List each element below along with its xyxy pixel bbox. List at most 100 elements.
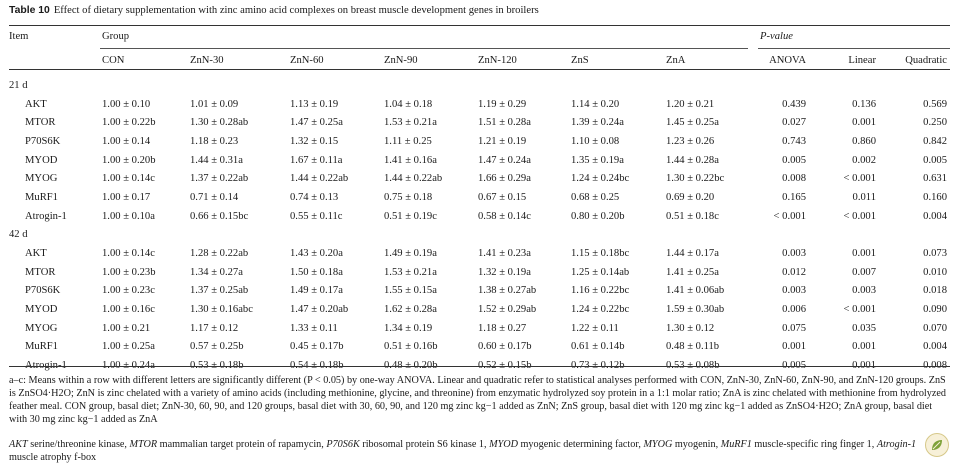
group-value: 1.00 ± 0.17 [102,192,151,204]
gene-name: MYOG [25,173,58,185]
group-value: 0.69 ± 0.20 [666,192,715,204]
group-value: 1.10 ± 0.08 [571,136,620,147]
p-value: 0.018 [923,285,947,297]
p-value: 0.160 [923,192,947,204]
group-value: 1.59 ± 0.30ab [666,304,725,316]
group-value: 1.37 ± 0.22ab [190,173,249,185]
column-header-linear: Linear [848,55,876,66]
group-value: 1.30 ± 0.12 [666,322,715,334]
gene-name: Atrogin-1 [25,210,67,222]
abbreviation-definition: myogenin, [672,439,721,450]
group-value: 1.13 ± 0.19 [290,98,339,110]
group-value: 1.67 ± 0.11a [290,154,343,166]
p-value: 0.136 [852,98,876,110]
group-value: 1.28 ± 0.22ab [190,248,249,260]
group-value: 1.34 ± 0.27a [190,266,243,278]
p-value: 0.165 [782,192,806,204]
group-value: 1.51 ± 0.28a [478,117,531,129]
p-value: 0.001 [852,360,876,372]
gene-name: MuRF1 [25,192,58,204]
section-label: 21 d [9,80,28,91]
p-value: 0.860 [852,136,876,147]
group-value: 1.33 ± 0.11 [290,322,338,334]
p-value: 0.569 [923,98,947,110]
table-title: Effect of dietary supplementation with z… [53,5,539,16]
p-value: 0.439 [782,98,806,110]
p-value: 0.005 [782,360,806,372]
column-header-zns: ZnS [571,55,589,66]
group-value: 1.15 ± 0.18bc [571,248,630,260]
abbreviation-term: MTOR [129,439,158,450]
p-value: 0.010 [923,266,947,278]
group-value: 1.38 ± 0.27ab [478,285,537,297]
abbreviation-footnote: AKT serine/threonine kinase, MTOR mammal… [9,439,924,465]
group-value: 1.32 ± 0.19a [478,266,531,278]
group-value: 0.61 ± 0.14b [571,341,625,353]
p-value: 0.035 [852,322,876,334]
group-value: 1.41 ± 0.16a [384,154,437,166]
p-value: 0.250 [923,117,947,129]
group-value: 1.45 ± 0.25a [666,117,719,129]
group-value: 0.80 ± 0.20b [571,210,625,222]
group-value: 1.55 ± 0.15a [384,285,437,297]
group-value: 1.44 ± 0.22ab [384,173,443,185]
group-value: 1.44 ± 0.22ab [290,173,349,185]
group-value: 1.17 ± 0.12 [190,322,239,334]
group-value: 1.53 ± 0.21a [384,266,437,278]
group-header: Group [102,31,130,42]
p-value: 0.006 [782,304,806,316]
group-value: 0.75 ± 0.18 [384,192,433,204]
group-value: 1.00 ± 0.21 [102,322,151,334]
group-value: 0.66 ± 0.15bc [190,210,249,222]
gene-name: P70S6K [25,136,61,147]
leaf-badge-icon[interactable] [925,433,949,457]
group-value: 1.18 ± 0.23 [190,136,239,147]
group-value: 0.48 ± 0.11b [666,341,720,353]
p-value: 0.001 [852,248,876,260]
group-value: 1.39 ± 0.24a [571,117,624,129]
group-value: 1.00 ± 0.25a [102,341,155,353]
group-value: 1.25 ± 0.14ab [571,266,630,278]
abbreviation-definition: ribosomal protein S6 kinase 1, [359,439,490,450]
group-value: 1.43 ± 0.20a [290,248,343,260]
group-underline [100,48,748,49]
p-value: 0.073 [923,248,947,260]
group-value: 1.04 ± 0.18 [384,98,433,110]
p-value: 0.743 [782,136,806,147]
item-header: Item [9,31,29,42]
p-value: < 0.001 [773,210,806,222]
gene-name: AKT [25,248,47,260]
abbreviation-term: AKT [9,439,28,450]
group-value: 1.01 ± 0.09 [190,98,239,110]
gene-name: MYOD [25,304,58,316]
p-value: 0.008 [923,360,947,372]
abbreviation-definition: muscle-specific ring finger 1, [751,439,877,450]
column-header-con: CON [102,55,125,66]
group-value: 1.35 ± 0.19a [571,154,624,166]
section-label: 42 d [9,229,28,241]
p-value: 0.842 [923,136,947,147]
group-value: 1.24 ± 0.24bc [571,173,630,185]
group-value: 1.41 ± 0.06ab [666,285,725,297]
group-value: 1.00 ± 0.23c [102,285,155,297]
group-value: 1.66 ± 0.29a [478,173,531,185]
group-value: 1.44 ± 0.31a [190,154,243,166]
group-value: 1.52 ± 0.29ab [478,304,537,316]
group-value: 1.37 ± 0.25ab [190,285,249,297]
group-value: 1.00 ± 0.10a [102,210,155,222]
stats-footnote: a–c: Means within a row with different l… [9,375,946,425]
column-header-anova: ANOVA [769,55,806,66]
p-value: 0.003 [782,248,806,260]
group-value: 1.47 ± 0.25a [290,117,343,129]
leaf-icon [932,440,942,450]
p-value: 0.004 [923,341,947,353]
p-value: 0.070 [923,322,947,334]
group-value: 1.30 ± 0.16abc [190,304,253,316]
group-value: 1.24 ± 0.22bc [571,304,630,316]
p-value: 0.003 [782,285,806,297]
group-value: 1.00 ± 0.14c [102,173,155,185]
group-value: 1.20 ± 0.21 [666,98,715,110]
column-header-znn-60: ZnN-60 [290,55,324,66]
gene-name: MuRF1 [25,341,58,353]
p-value: 0.001 [782,341,806,353]
